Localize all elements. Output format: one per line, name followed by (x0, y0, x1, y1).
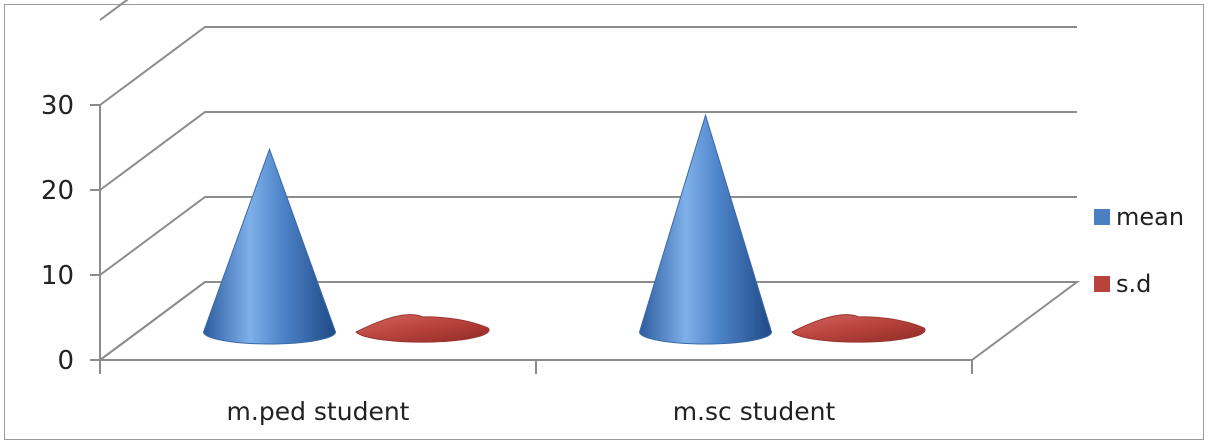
x-category-label: m.ped student (227, 397, 410, 426)
x-category-labels: m.ped student m.sc student (227, 397, 836, 426)
legend: mean s.d (1094, 203, 1184, 298)
chart-frame (4, 4, 1204, 440)
legend-label-s.d: s.d (1116, 270, 1151, 298)
gridline (99, 0, 129, 21)
gridline (99, 196, 1077, 276)
axes (90, 104, 973, 374)
gridline (99, 281, 1077, 361)
chart-marks (203, 113, 926, 345)
cone-s.d-m.sc student (791, 314, 926, 343)
gridlines (99, 0, 1077, 361)
y-tick-label: 20 (41, 176, 74, 206)
x-category-label: m.sc student (673, 397, 836, 426)
gridline (99, 26, 1077, 106)
legend-label-mean: mean (1116, 203, 1184, 231)
legend-swatch-s.d (1094, 276, 1110, 292)
y-tick-labels: 0 10 20 30 (41, 91, 74, 376)
cone-s.d-m.ped student (355, 314, 490, 343)
y-tick-label: 10 (41, 261, 74, 291)
cone-mean-m.ped student (203, 147, 337, 345)
legend-swatch-mean (1094, 209, 1110, 225)
gridline (99, 111, 1077, 191)
cone-mean-m.sc student (639, 113, 773, 345)
y-tick-label: 30 (41, 91, 74, 121)
y-tick-label: 0 (57, 346, 74, 376)
